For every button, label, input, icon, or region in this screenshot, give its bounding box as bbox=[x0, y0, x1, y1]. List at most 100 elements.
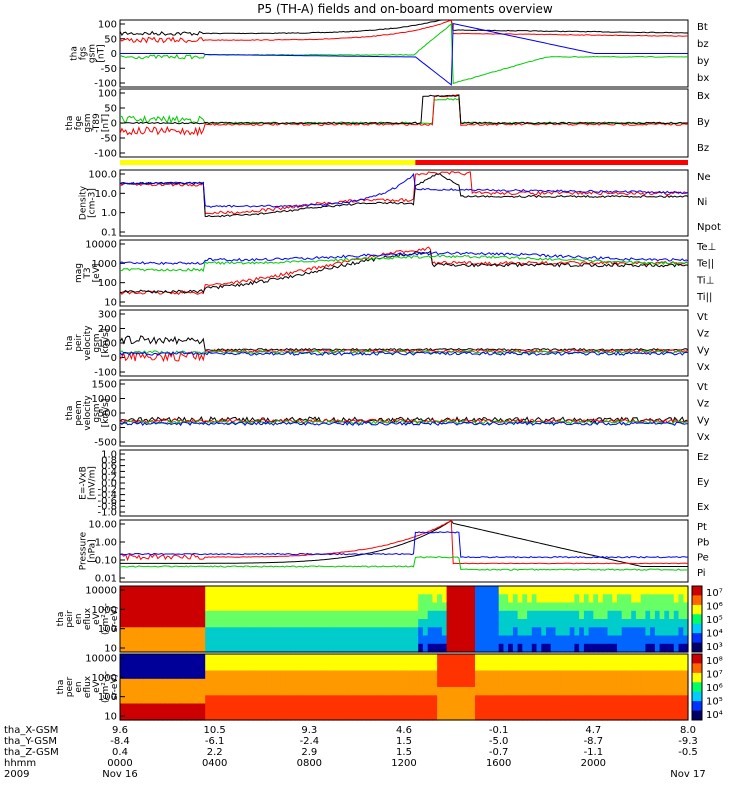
mode-bar-fast bbox=[415, 160, 688, 165]
spectrogram-cell bbox=[531, 703, 538, 713]
spectrogram-cell bbox=[205, 670, 211, 680]
spectrogram-cell bbox=[143, 635, 149, 645]
spectrogram-cell bbox=[276, 586, 282, 595]
spectrogram-cell bbox=[191, 602, 197, 612]
spectrogram-cell bbox=[167, 635, 173, 645]
spectrogram-cell bbox=[394, 678, 400, 688]
spectrogram-cell bbox=[408, 627, 414, 637]
spectrogram-cell bbox=[318, 687, 325, 696]
series-Te-par bbox=[119, 250, 689, 294]
spectrogram-cell bbox=[456, 619, 462, 628]
spectrogram-cell bbox=[228, 627, 235, 637]
y-tick-label: -1.0 bbox=[97, 508, 117, 519]
spectrogram-cell bbox=[191, 643, 197, 653]
spectrogram-cell bbox=[129, 695, 135, 705]
spectrogram-cell bbox=[550, 610, 556, 620]
spectrogram-cell bbox=[489, 643, 495, 653]
spectrogram-cell bbox=[508, 678, 514, 688]
spectrogram-cell bbox=[337, 662, 343, 672]
spectrogram-cell bbox=[583, 643, 590, 653]
spectrogram-cell bbox=[347, 602, 353, 612]
spectrogram-cell bbox=[404, 643, 410, 653]
spectrogram-cell bbox=[659, 619, 665, 628]
spectrogram-cell bbox=[366, 687, 372, 696]
spectrogram-cell bbox=[351, 643, 358, 653]
spectrogram-cell bbox=[228, 687, 235, 696]
spectrogram-cell bbox=[295, 662, 301, 672]
spectrogram-cell bbox=[370, 643, 377, 653]
series-bx bbox=[120, 22, 688, 86]
spectrogram-cell bbox=[214, 602, 220, 612]
spectrogram-cell bbox=[527, 619, 533, 628]
spectrogram-cell bbox=[536, 643, 542, 653]
spectrogram-cell bbox=[583, 703, 590, 713]
spectrogram-cell bbox=[503, 610, 509, 620]
spectrogram-cell bbox=[304, 687, 310, 696]
spectrogram-cell bbox=[489, 678, 495, 688]
spectrogram-cell bbox=[541, 711, 547, 721]
spectrogram-cell bbox=[314, 627, 320, 637]
spectrogram-cell bbox=[252, 662, 258, 672]
spectrogram-cell bbox=[186, 602, 192, 612]
spectrogram-cell bbox=[546, 635, 552, 645]
spectrogram-cell bbox=[422, 594, 429, 604]
spectrogram-cell bbox=[437, 594, 443, 604]
spectrogram-cell bbox=[508, 662, 514, 672]
spectrogram-cell bbox=[617, 610, 623, 620]
spectrogram-cell bbox=[176, 594, 183, 604]
spectrogram-cell bbox=[195, 594, 201, 604]
spectrogram-cell bbox=[512, 670, 519, 680]
spectrogram-cell bbox=[314, 586, 320, 595]
spectrogram-cell bbox=[569, 711, 575, 721]
y-tick-label: 0.10 bbox=[95, 556, 117, 567]
spectrogram-cell bbox=[413, 594, 419, 604]
spectrogram-cell bbox=[214, 627, 220, 637]
spectrogram-cell bbox=[479, 610, 485, 620]
spectrogram-cell bbox=[238, 643, 244, 653]
spectrogram-cell bbox=[333, 627, 339, 637]
spectrogram-cell bbox=[678, 635, 684, 645]
spectrogram-cell bbox=[120, 703, 126, 713]
spectrogram-cell bbox=[588, 687, 594, 696]
spectrogram-cell bbox=[167, 703, 173, 713]
spectrogram-cell bbox=[157, 594, 164, 604]
spectrogram-cell bbox=[247, 678, 254, 688]
legend-entry: Te⊥ bbox=[696, 242, 716, 253]
spectrogram-cell bbox=[413, 586, 419, 595]
spectrogram-cell bbox=[432, 635, 438, 645]
spectrogram-cell bbox=[569, 654, 575, 663]
spectrogram-cell bbox=[574, 602, 580, 612]
spectrogram-cell bbox=[323, 594, 329, 604]
spectrogram-cell bbox=[569, 670, 575, 680]
spectrogram-cell bbox=[626, 602, 632, 612]
spectrogram-cell bbox=[664, 594, 670, 604]
spectrogram-cell bbox=[465, 703, 471, 713]
spectrogram-cell bbox=[309, 594, 315, 604]
spectrogram-cell bbox=[243, 695, 249, 705]
spectrogram-cell bbox=[522, 610, 528, 620]
spectrogram-cell bbox=[337, 619, 343, 628]
spectrogram-cell bbox=[560, 602, 566, 612]
spectrogram-cell bbox=[456, 695, 462, 705]
spectrogram-cell bbox=[659, 695, 665, 705]
spectrogram-cell bbox=[460, 602, 467, 612]
spectrogram-cell bbox=[124, 643, 130, 653]
spectrogram-cell bbox=[356, 635, 362, 645]
spectrogram-cell bbox=[456, 678, 462, 688]
series-By bbox=[119, 97, 688, 125]
spectrogram-cell bbox=[138, 619, 145, 628]
spectrogram-cell bbox=[555, 654, 561, 663]
spectrogram-cell bbox=[645, 635, 651, 645]
spectrogram-cell bbox=[650, 711, 656, 721]
spectrogram-cell bbox=[456, 594, 462, 604]
spectrogram-cell bbox=[512, 602, 519, 612]
spectrogram-cell bbox=[574, 662, 580, 672]
spectrogram-cell bbox=[536, 635, 542, 645]
spectrogram-cell bbox=[181, 610, 187, 620]
spectrogram-cell bbox=[569, 643, 575, 653]
spectrogram-cell bbox=[266, 594, 272, 604]
spectrogram-cell bbox=[536, 602, 542, 612]
spectrogram-cell bbox=[626, 678, 632, 688]
spectrogram-cell bbox=[460, 687, 467, 696]
